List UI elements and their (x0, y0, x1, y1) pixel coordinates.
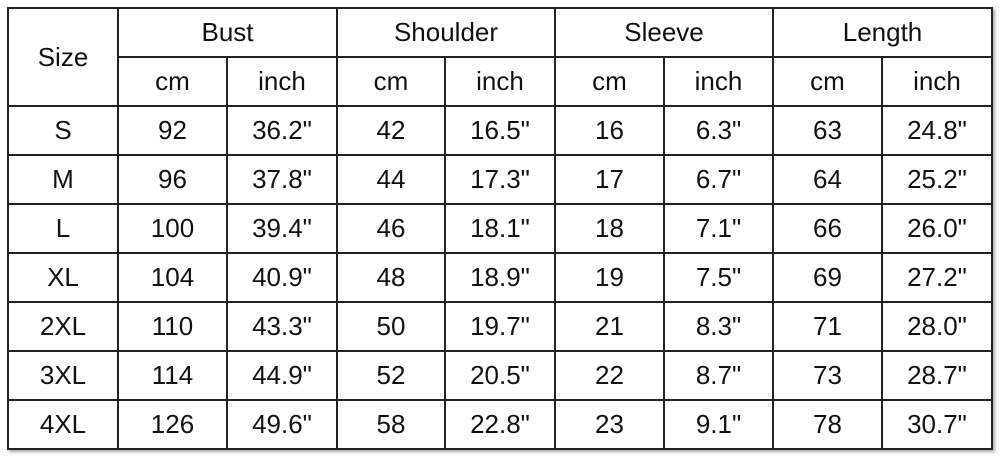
table-row: 2XL 110 43.3" 50 19.7" 21 8.3" 71 28.0" (7, 301, 993, 352)
cell-bust-inch: 40.9" (226, 252, 338, 303)
cell-shoulder-inch: 16.5" (444, 105, 556, 156)
cell-size: L (7, 203, 119, 254)
cell-bust-inch: 36.2" (226, 105, 338, 156)
cell-shoulder-cm: 48 (336, 252, 446, 303)
cell-length-inch: 25.2" (881, 154, 993, 205)
cell-length-cm: 71 (772, 301, 883, 352)
cell-sleeve-inch: 6.7" (663, 154, 774, 205)
cell-bust-cm: 92 (117, 105, 228, 156)
cell-sleeve-cm: 18 (554, 203, 665, 254)
bust-header: Bust (117, 7, 338, 58)
unit-header-inch: inch (444, 56, 556, 107)
table-row: M 96 37.8" 44 17.3" 17 6.7" 64 25.2" (7, 154, 993, 205)
table-row: 3XL 114 44.9" 52 20.5" 22 8.7" 73 28.7" (7, 350, 993, 401)
unit-header-inch: inch (881, 56, 993, 107)
cell-length-inch: 28.7" (881, 350, 993, 401)
shoulder-header: Shoulder (336, 7, 556, 58)
unit-header-cm: cm (554, 56, 665, 107)
cell-shoulder-inch: 18.1" (444, 203, 556, 254)
cell-shoulder-cm: 42 (336, 105, 446, 156)
cell-bust-cm: 126 (117, 399, 228, 450)
cell-shoulder-cm: 50 (336, 301, 446, 352)
cell-shoulder-cm: 58 (336, 399, 446, 450)
cell-sleeve-inch: 8.7" (663, 350, 774, 401)
cell-sleeve-cm: 22 (554, 350, 665, 401)
cell-shoulder-inch: 20.5" (444, 350, 556, 401)
unit-header-inch: inch (226, 56, 338, 107)
cell-bust-inch: 44.9" (226, 350, 338, 401)
table-row: L 100 39.4" 46 18.1" 18 7.1" 66 26.0" (7, 203, 993, 254)
cell-sleeve-inch: 6.3" (663, 105, 774, 156)
unit-header-inch: inch (663, 56, 774, 107)
cell-sleeve-inch: 7.5" (663, 252, 774, 303)
cell-length-inch: 28.0" (881, 301, 993, 352)
group-header-row: Size Bust Shoulder Sleeve Length (7, 7, 993, 107)
cell-shoulder-inch: 19.7" (444, 301, 556, 352)
cell-length-cm: 69 (772, 252, 883, 303)
cell-shoulder-inch: 18.9" (444, 252, 556, 303)
cell-length-inch: 26.0" (881, 203, 993, 254)
cell-size: 4XL (7, 399, 119, 450)
cell-length-inch: 27.2" (881, 252, 993, 303)
cell-size: 2XL (7, 301, 119, 352)
cell-shoulder-cm: 52 (336, 350, 446, 401)
cell-size: M (7, 154, 119, 205)
unit-header-cm: cm (117, 56, 228, 107)
cell-bust-cm: 96 (117, 154, 228, 205)
cell-length-cm: 66 (772, 203, 883, 254)
cell-sleeve-cm: 21 (554, 301, 665, 352)
cell-sleeve-cm: 23 (554, 399, 665, 450)
cell-bust-cm: 104 (117, 252, 228, 303)
cell-bust-cm: 110 (117, 301, 228, 352)
size-header: Size (7, 7, 119, 107)
cell-sleeve-inch: 8.3" (663, 301, 774, 352)
cell-bust-inch: 49.6" (226, 399, 338, 450)
cell-shoulder-cm: 44 (336, 154, 446, 205)
unit-header-row: cm inch cm inch cm inch cm inch (8, 56, 993, 107)
cell-shoulder-inch: 22.8" (444, 399, 556, 450)
table-row: XL 104 40.9" 48 18.9" 19 7.5" 69 27.2" (7, 252, 993, 303)
cell-length-inch: 30.7" (881, 399, 993, 450)
cell-sleeve-cm: 19 (554, 252, 665, 303)
cell-size: XL (7, 252, 119, 303)
sleeve-header: Sleeve (554, 7, 774, 58)
cell-bust-inch: 39.4" (226, 203, 338, 254)
unit-header-cm: cm (336, 56, 446, 107)
cell-size: S (7, 105, 119, 156)
table-row: 4XL 126 49.6" 58 22.8" 23 9.1" 78 30.7" (7, 399, 993, 450)
size-chart-table: Size Bust Shoulder Sleeve Length cm inch… (7, 7, 993, 450)
length-header: Length (772, 7, 993, 58)
cell-bust-cm: 114 (117, 350, 228, 401)
cell-sleeve-inch: 9.1" (663, 399, 774, 450)
unit-header-cm: cm (772, 56, 883, 107)
cell-bust-inch: 37.8" (226, 154, 338, 205)
cell-shoulder-cm: 46 (336, 203, 446, 254)
cell-sleeve-cm: 16 (554, 105, 665, 156)
cell-length-cm: 63 (772, 105, 883, 156)
cell-bust-cm: 100 (117, 203, 228, 254)
cell-size: 3XL (7, 350, 119, 401)
cell-length-cm: 64 (772, 154, 883, 205)
cell-sleeve-inch: 7.1" (663, 203, 774, 254)
cell-sleeve-cm: 17 (554, 154, 665, 205)
cell-shoulder-inch: 17.3" (444, 154, 556, 205)
table-row: S 92 36.2" 42 16.5" 16 6.3" 63 24.8" (7, 105, 993, 156)
cell-bust-inch: 43.3" (226, 301, 338, 352)
cell-length-cm: 73 (772, 350, 883, 401)
cell-length-inch: 24.8" (881, 105, 993, 156)
cell-length-cm: 78 (772, 399, 883, 450)
